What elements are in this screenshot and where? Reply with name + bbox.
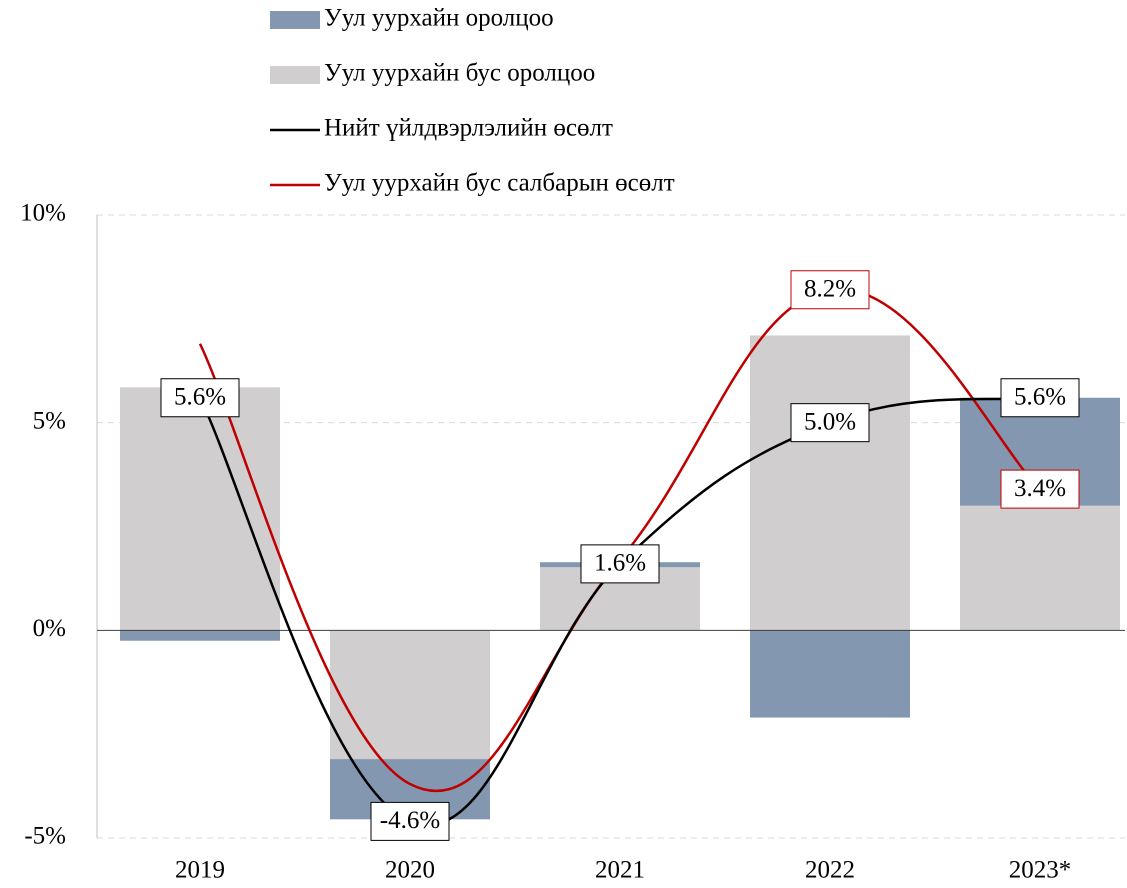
label-box (580, 544, 660, 584)
data-label: 8.2% (804, 275, 856, 302)
y-tick-label: -5% (24, 823, 66, 850)
line (198, 287, 1041, 793)
y-tick-label: 0% (33, 615, 66, 642)
x-tick-label: 2021 (595, 857, 645, 884)
x-tick-label: 2019 (175, 857, 225, 884)
label-box (790, 403, 870, 443)
bar (750, 630, 910, 718)
legend-label: Уул уурхайн бус салбарын өсөлт (324, 170, 675, 197)
data-label: 3.4% (1014, 475, 1066, 502)
legend-swatch (270, 66, 320, 84)
data-label: 5.6% (174, 383, 226, 410)
data-label: 5.6% (1014, 383, 1066, 410)
data-label: 5.0% (804, 408, 856, 435)
y-tick-label: 5% (33, 407, 66, 434)
y-tick-label: 10% (20, 200, 66, 227)
bar (750, 335, 910, 631)
label-box (1000, 378, 1080, 418)
bar (960, 505, 1120, 631)
x-tick-label: 2023* (1009, 857, 1072, 884)
label-box (1000, 469, 1080, 509)
label-box (160, 378, 240, 418)
label-box (370, 801, 450, 841)
bar (120, 387, 280, 631)
legend-label: Нийт үйлдвэрлэлийн өсөлт (324, 115, 613, 142)
x-tick-label: 2020 (385, 857, 435, 884)
data-label: 1.6% (594, 550, 646, 577)
label-box (790, 270, 870, 310)
data-label: -4.6% (380, 807, 440, 834)
legend-swatch (270, 11, 320, 29)
x-tick-label: 2022 (805, 857, 855, 884)
bar (330, 630, 490, 760)
legend-label: Уул уурхайн бус оролцоо (324, 60, 595, 87)
legend-label: Уул уурхайн оролцоо (324, 5, 554, 32)
bar (120, 630, 280, 641)
